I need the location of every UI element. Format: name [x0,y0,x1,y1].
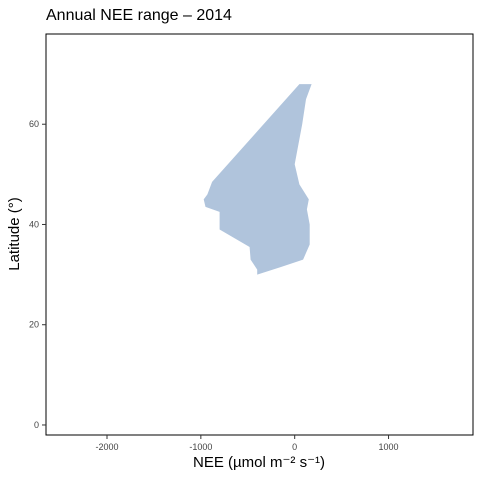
y-axis: 0 20 40 60 [29,119,46,430]
x-axis: -2000 -1000 0 1000 [95,435,399,452]
plot-frame [45,33,474,436]
x-tick-label: -2000 [95,442,118,452]
x-tick-label: 0 [292,442,297,452]
y-tick-label: 40 [29,219,39,229]
y-tick-label: 20 [29,320,39,330]
y-tick-label: 0 [34,420,39,430]
nee-range-area [203,84,312,275]
x-tick-label: -1000 [189,442,212,452]
y-tick-label: 60 [29,119,39,129]
x-tick-label: 1000 [379,442,399,452]
area-layer [203,84,312,275]
x-axis-title: NEE (µmol m⁻² s⁻¹) [193,454,325,471]
chart-title: Annual NEE range – 2014 [46,7,232,24]
y-axis-title: Latitude (°) [6,197,23,271]
